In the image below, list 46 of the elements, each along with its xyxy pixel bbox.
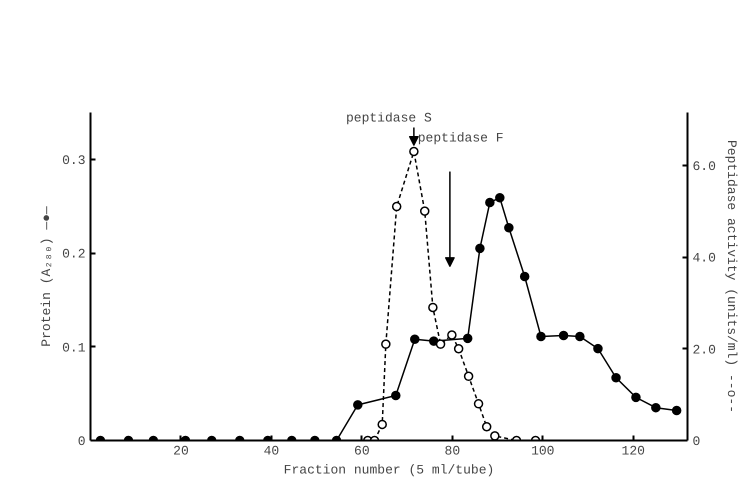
point bbox=[377, 420, 387, 430]
point bbox=[409, 146, 419, 156]
x-tick-label: 20 bbox=[173, 444, 189, 458]
point bbox=[447, 330, 457, 340]
point bbox=[429, 336, 439, 346]
point bbox=[485, 198, 495, 208]
point bbox=[420, 206, 430, 216]
y-tick-label: 0.1 bbox=[62, 340, 86, 356]
y-tick-label: 0.3 bbox=[62, 152, 86, 168]
point bbox=[436, 339, 446, 349]
x-tick-label: 80 bbox=[444, 444, 460, 458]
point bbox=[462, 334, 472, 344]
point bbox=[482, 422, 492, 432]
y-tick-label: 0 bbox=[78, 434, 86, 449]
y2-tick-label: 0 bbox=[692, 434, 700, 449]
point bbox=[651, 402, 661, 412]
x-tick-label: 100 bbox=[531, 444, 554, 458]
point bbox=[593, 344, 603, 354]
point bbox=[381, 339, 391, 349]
x-axis-title: Fraction number (5 ml/tube) bbox=[284, 462, 494, 478]
y2-tick-label: 6.0 bbox=[692, 158, 716, 174]
point bbox=[490, 431, 500, 440]
point bbox=[558, 330, 568, 340]
point bbox=[464, 372, 474, 382]
y-axis-title: Protein (A₂₈₀) —●— bbox=[39, 206, 54, 347]
point bbox=[475, 244, 485, 254]
point bbox=[474, 399, 484, 409]
y-tick-label: 0.2 bbox=[62, 246, 86, 262]
point bbox=[536, 332, 546, 342]
x-tick-label: 120 bbox=[622, 444, 645, 458]
point bbox=[410, 334, 420, 344]
point bbox=[391, 390, 401, 400]
y2-axis-title: Peptidase activity (units/ml) --o-- bbox=[724, 140, 739, 414]
y2-tick-label: 2.0 bbox=[692, 342, 716, 358]
point bbox=[611, 372, 621, 382]
x-tick-label: 60 bbox=[354, 444, 370, 458]
point bbox=[520, 272, 530, 282]
point bbox=[575, 332, 585, 342]
point bbox=[428, 302, 438, 312]
x-tick-label: 40 bbox=[264, 444, 280, 458]
point bbox=[454, 344, 464, 354]
annotation: peptidase F bbox=[418, 130, 504, 146]
point bbox=[392, 202, 402, 212]
point bbox=[504, 223, 514, 233]
point bbox=[495, 193, 505, 203]
y2-tick-label: 4.0 bbox=[692, 250, 716, 266]
